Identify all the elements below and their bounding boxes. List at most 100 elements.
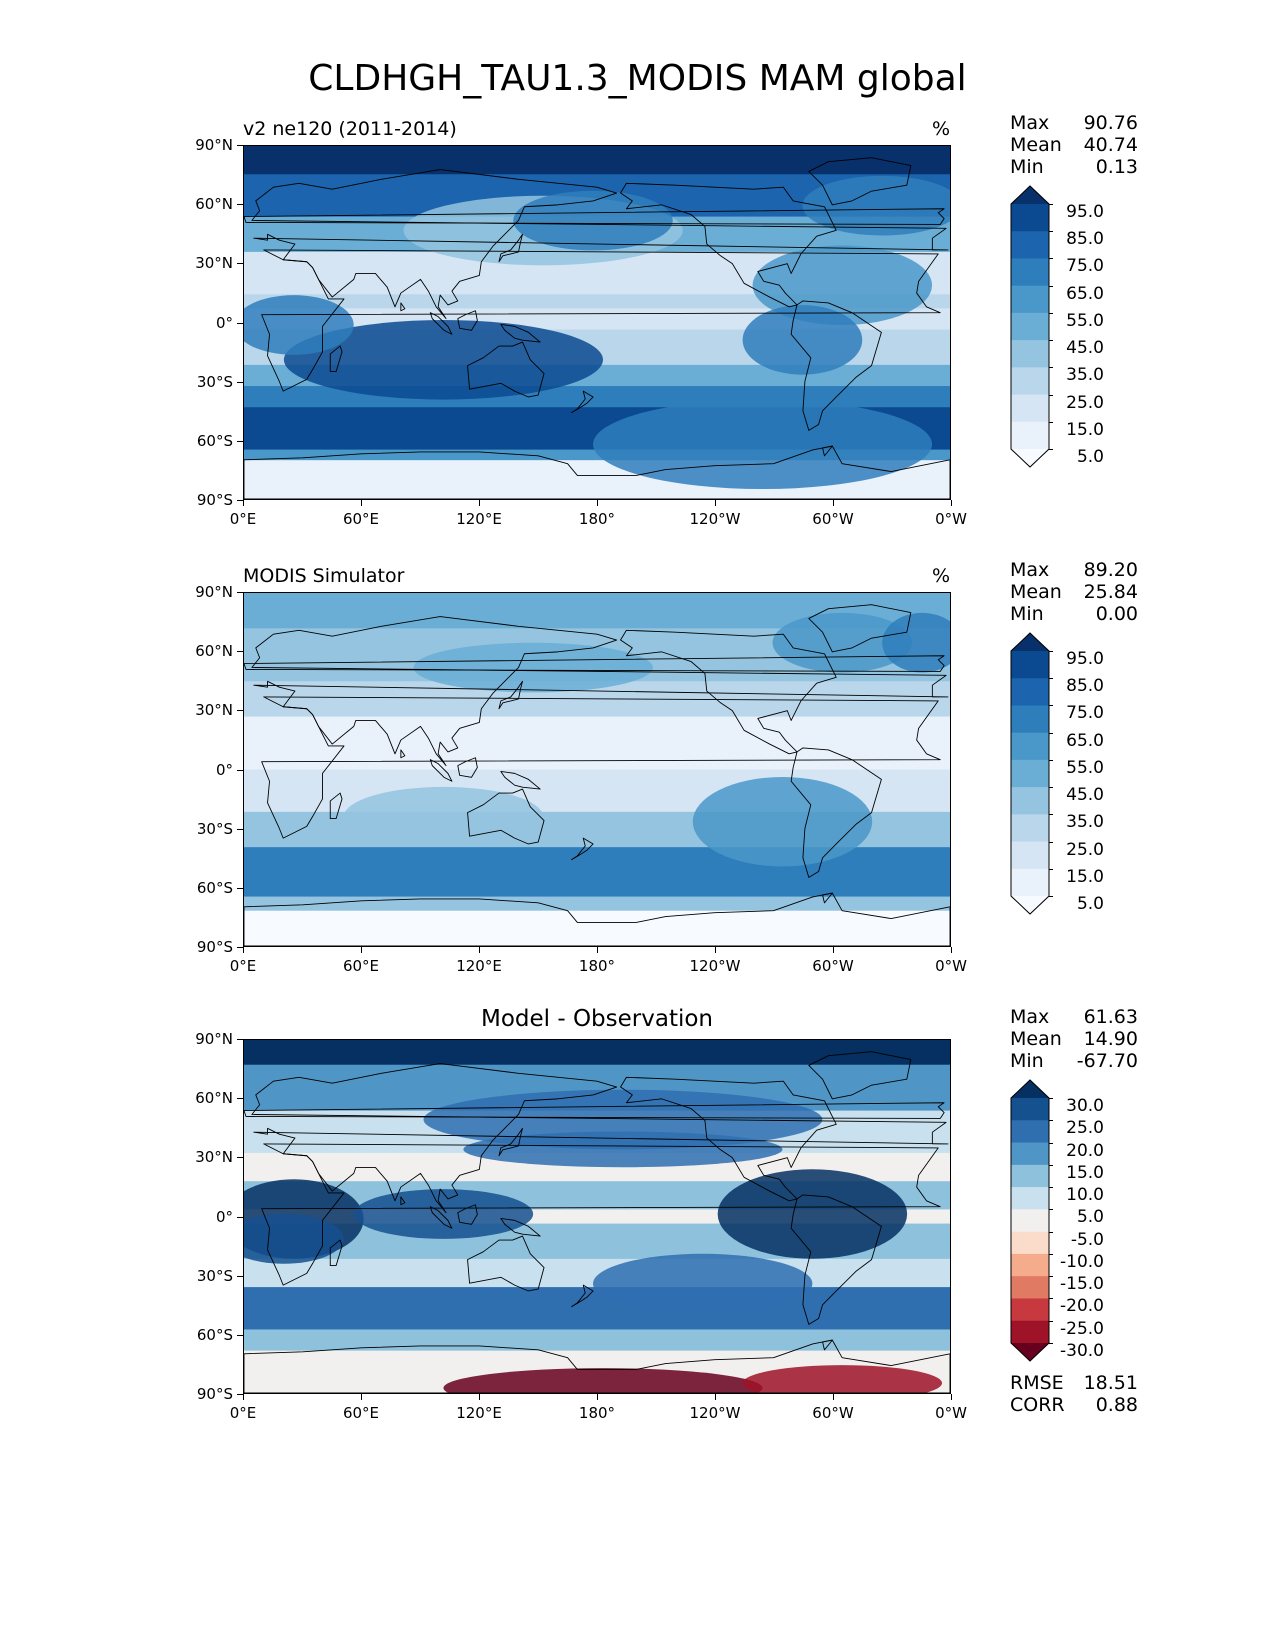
stat-label: Min xyxy=(1010,1050,1044,1072)
colorbar-tick-label: 5.0 xyxy=(1076,447,1104,467)
colorbar-segment xyxy=(1011,1164,1049,1188)
colorbar-segment xyxy=(1011,204,1049,232)
coastline-africa xyxy=(261,696,941,839)
coastline-australia xyxy=(467,1235,545,1292)
colorbar-segment xyxy=(1011,1120,1049,1144)
colorbar-tick-label: 45.0 xyxy=(1066,785,1104,806)
lon-label: 0°W xyxy=(935,1404,967,1422)
colorbar-tick xyxy=(1049,678,1053,680)
colorbar-tick-label: 20.0 xyxy=(1066,1140,1104,1161)
colorbar-extend-bottom xyxy=(1011,449,1049,467)
colorbar-tick xyxy=(1049,1209,1053,1211)
lon-tick xyxy=(715,500,716,506)
lat-label: 90°N xyxy=(195,136,233,154)
lat-label: 30°N xyxy=(195,1148,233,1167)
lon-tick xyxy=(951,947,952,953)
colorbar-segment xyxy=(1011,787,1049,815)
contour-field xyxy=(244,146,950,499)
coastline-madagascar xyxy=(329,345,343,372)
stat-row: Max 89.20 xyxy=(1010,559,1138,581)
lon-label: 0°W xyxy=(935,957,967,975)
colorbar xyxy=(1010,632,1050,915)
lon-label: 0°E xyxy=(229,510,257,528)
lat-label: 60°S xyxy=(196,431,233,450)
colorbar-segment xyxy=(1011,678,1049,707)
colorbar-tick xyxy=(1049,449,1053,450)
colorbar-tick xyxy=(1049,1142,1053,1144)
colorbar-tick xyxy=(1049,1298,1053,1300)
colorbar xyxy=(1010,185,1050,468)
colorbar-segment xyxy=(1011,312,1049,341)
colorbar-tick xyxy=(1049,705,1053,707)
coastline-eurasia xyxy=(251,616,949,767)
error-stats-block: RMSE 18.51 CORR 0.88 xyxy=(1010,1372,1138,1416)
colorbar-tick xyxy=(1049,1187,1053,1189)
lat-label: 90°N xyxy=(195,583,233,601)
colorbar-extend-top xyxy=(1011,633,1049,651)
colorbar-segment xyxy=(1011,705,1049,734)
lon-tick xyxy=(833,500,834,506)
stat-row: Mean 25.84 xyxy=(1010,581,1138,603)
coastline-greenland xyxy=(808,1051,912,1100)
colorbar-tick-label: -10.0 xyxy=(1060,1251,1104,1272)
colorbar-segment xyxy=(1011,421,1049,450)
stats-block: Max 90.76 Mean 40.74 Min 0.13 xyxy=(1010,112,1138,178)
lat-label: 60°N xyxy=(195,195,233,214)
stat-row: Min 0.00 xyxy=(1010,603,1138,625)
lon-tick xyxy=(243,500,244,506)
stat-label: Min xyxy=(1010,156,1044,178)
colorbar-tick xyxy=(1049,394,1053,396)
lat-label: 30°S xyxy=(196,372,233,391)
coastline-antarctica xyxy=(244,892,950,946)
lon-label: 120°W xyxy=(689,957,741,975)
coastline-antarctica xyxy=(244,1339,950,1393)
colorbar-tick-label: 75.0 xyxy=(1066,703,1104,724)
contour-field xyxy=(244,593,950,946)
colorbar-tick xyxy=(1049,651,1053,652)
map-plot xyxy=(243,145,951,500)
coastline-antarctica xyxy=(244,445,950,499)
colorbar-segment xyxy=(1011,285,1049,314)
colorbar-tick-label: 65.0 xyxy=(1066,283,1104,304)
colorbar-segment xyxy=(1011,258,1049,287)
lon-label: 120°E xyxy=(456,957,502,975)
colorbar-tick-label: 15.0 xyxy=(1066,866,1104,887)
stat-value: 0.00 xyxy=(1095,603,1138,625)
coastline-japan xyxy=(498,680,523,710)
colorbar-tick xyxy=(1049,1343,1053,1344)
lat-tick xyxy=(237,1098,243,1100)
colorbar-tick xyxy=(1049,285,1053,287)
coastline-madagascar xyxy=(329,1239,343,1266)
colorbar-tick-label: 45.0 xyxy=(1066,338,1104,359)
lon-label: 0°E xyxy=(229,957,257,975)
colorbar-segment xyxy=(1011,1298,1049,1322)
lon-label: 0°E xyxy=(229,1404,257,1422)
colorbar-tick-label: 15.0 xyxy=(1066,1162,1104,1183)
stat-label: RMSE xyxy=(1010,1372,1064,1394)
colorbar-segment xyxy=(1011,1142,1049,1166)
coastline-japan xyxy=(498,233,523,263)
coastline-new-guinea xyxy=(500,1218,541,1237)
colorbar-segment xyxy=(1011,651,1049,679)
colorbar-tick xyxy=(1049,367,1053,369)
stat-value: 0.88 xyxy=(1095,1394,1138,1416)
lat-label: 90°S xyxy=(196,1385,233,1403)
stat-value: 61.63 xyxy=(1083,1006,1138,1028)
lat-tick xyxy=(237,710,243,712)
stat-value: -67.70 xyxy=(1076,1050,1138,1072)
lat-tick xyxy=(237,263,243,265)
stat-row: RMSE 18.51 xyxy=(1010,1372,1138,1394)
map-plot xyxy=(243,592,951,947)
coastline-madagascar xyxy=(329,792,343,819)
lat-tick xyxy=(237,592,243,593)
colorbar-segment xyxy=(1011,394,1049,423)
colorbar-extend-top xyxy=(1011,186,1049,204)
stat-row: CORR 0.88 xyxy=(1010,1394,1138,1416)
colorbar-segment xyxy=(1011,1098,1049,1121)
colorbar-tick-label: 65.0 xyxy=(1066,730,1104,751)
stat-value: 40.74 xyxy=(1083,134,1138,156)
colorbar-tick-label: 95.0 xyxy=(1066,202,1104,222)
colorbar-tick xyxy=(1049,258,1053,260)
colorbar-tick-label: -15.0 xyxy=(1060,1274,1104,1295)
stat-value: 14.90 xyxy=(1083,1028,1138,1050)
